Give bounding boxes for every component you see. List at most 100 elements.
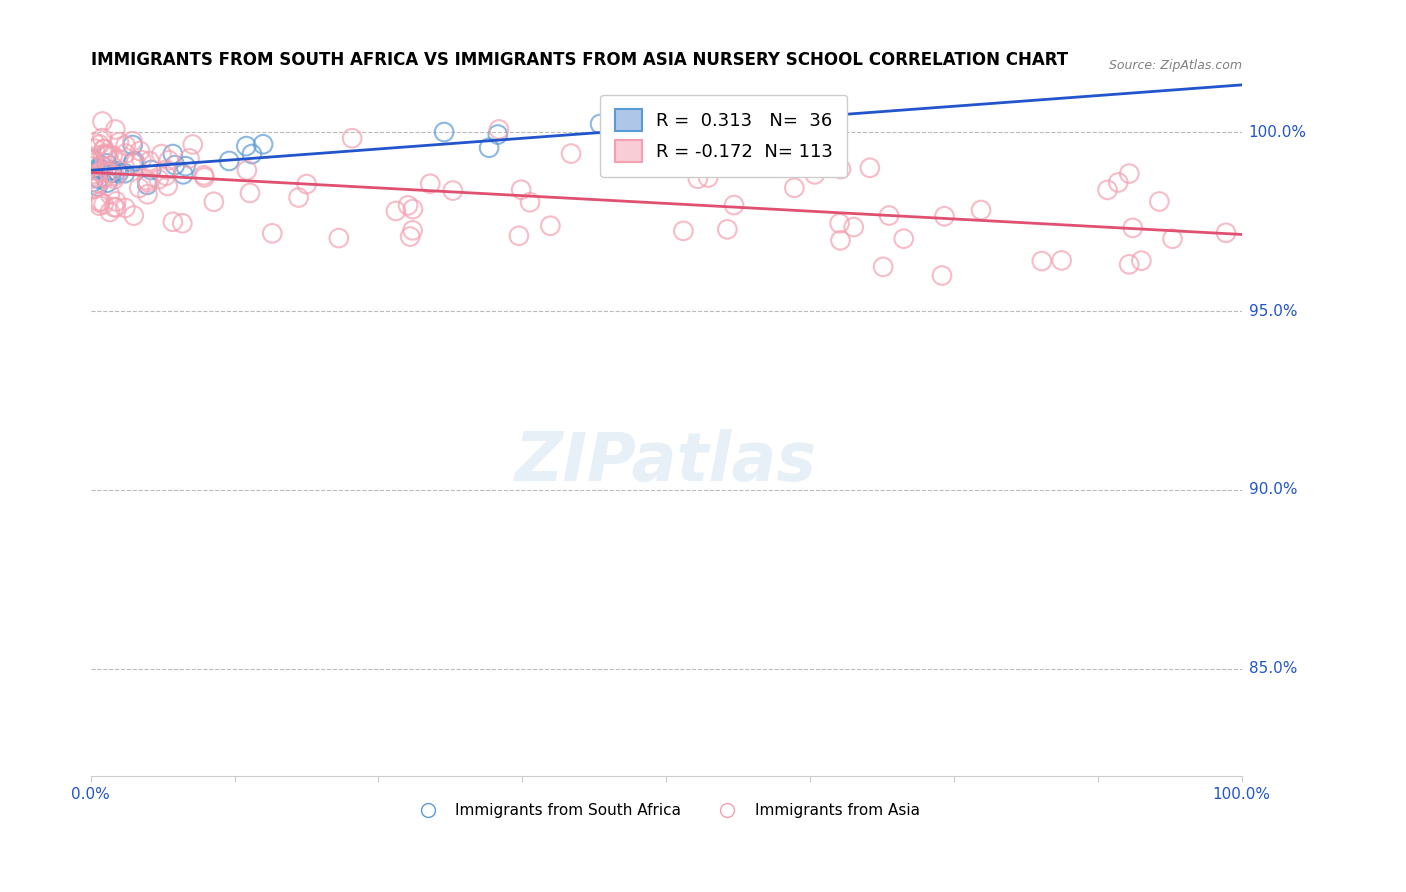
Text: Source: ZipAtlas.com: Source: ZipAtlas.com	[1109, 59, 1241, 71]
Point	[82, 175, 104, 189]
Point	[125, 156, 148, 170]
Point	[122, 154, 145, 169]
Point	[105, 164, 128, 178]
Point	[419, 177, 441, 191]
Point	[893, 232, 915, 246]
Point	[91, 131, 114, 145]
Point	[385, 203, 408, 218]
Point	[93, 142, 115, 156]
Point	[104, 122, 127, 136]
Point	[589, 117, 612, 131]
Point	[235, 139, 257, 153]
Point	[877, 209, 900, 223]
Point	[131, 153, 153, 167]
Point	[1107, 176, 1129, 190]
Point	[156, 178, 179, 193]
Point	[87, 176, 110, 190]
Point	[510, 183, 533, 197]
Point	[218, 153, 240, 168]
Point	[80, 171, 103, 186]
Point	[193, 169, 215, 183]
Point	[136, 178, 159, 192]
Point	[107, 166, 129, 180]
Point	[90, 165, 112, 179]
Point	[122, 155, 145, 169]
Point	[105, 152, 128, 166]
Point	[91, 114, 114, 128]
Point	[135, 173, 157, 187]
Point	[328, 231, 350, 245]
Legend: Immigrants from South Africa, Immigrants from Asia: Immigrants from South Africa, Immigrants…	[406, 797, 925, 824]
Point	[1122, 220, 1144, 235]
Point	[519, 195, 541, 210]
Point	[340, 131, 363, 145]
Point	[89, 194, 111, 209]
Point	[157, 153, 180, 168]
Point	[98, 187, 121, 202]
Text: 100.0%: 100.0%	[1249, 125, 1306, 140]
Point	[934, 209, 956, 223]
Point	[1050, 253, 1073, 268]
Point	[402, 202, 425, 216]
Point	[114, 138, 136, 153]
Point	[114, 201, 136, 215]
Point	[193, 170, 215, 185]
Text: 85.0%: 85.0%	[1249, 661, 1296, 676]
Point	[155, 169, 177, 183]
Point	[252, 137, 274, 152]
Point	[96, 176, 118, 190]
Point	[103, 200, 125, 214]
Point	[114, 166, 136, 180]
Point	[295, 177, 318, 191]
Point	[91, 147, 114, 161]
Point	[89, 199, 111, 213]
Point	[1149, 194, 1171, 209]
Point	[96, 146, 118, 161]
Point	[683, 119, 706, 133]
Point	[830, 233, 852, 247]
Point	[162, 147, 184, 161]
Point	[744, 150, 766, 164]
Point	[138, 154, 160, 169]
Point	[236, 163, 259, 178]
Point	[82, 152, 104, 166]
Point	[396, 198, 419, 212]
Point	[441, 184, 464, 198]
Point	[97, 147, 120, 161]
Point	[172, 167, 194, 181]
Point	[121, 134, 143, 148]
Point	[104, 200, 127, 214]
Point	[181, 137, 204, 152]
Text: 95.0%: 95.0%	[1249, 303, 1298, 318]
Point	[1031, 254, 1053, 268]
Point	[830, 162, 852, 177]
Point	[90, 158, 112, 172]
Point	[89, 163, 111, 178]
Point	[96, 148, 118, 162]
Point	[104, 169, 127, 183]
Point	[80, 160, 103, 174]
Text: 100.0%: 100.0%	[1213, 787, 1271, 802]
Point	[89, 195, 111, 210]
Point	[96, 156, 118, 170]
Point	[101, 166, 124, 180]
Point	[859, 161, 882, 175]
Point	[202, 194, 225, 209]
Point	[1130, 253, 1153, 268]
Point	[262, 227, 284, 241]
Point	[141, 163, 163, 178]
Point	[399, 229, 422, 244]
Point	[1118, 257, 1140, 271]
Point	[478, 141, 501, 155]
Point	[486, 128, 509, 142]
Point	[101, 148, 124, 162]
Point	[93, 197, 115, 211]
Point	[1097, 183, 1119, 197]
Point	[80, 150, 103, 164]
Point	[87, 171, 110, 186]
Point	[89, 161, 111, 176]
Point	[80, 153, 103, 168]
Point	[240, 147, 263, 161]
Point	[122, 209, 145, 223]
Point	[86, 179, 108, 194]
